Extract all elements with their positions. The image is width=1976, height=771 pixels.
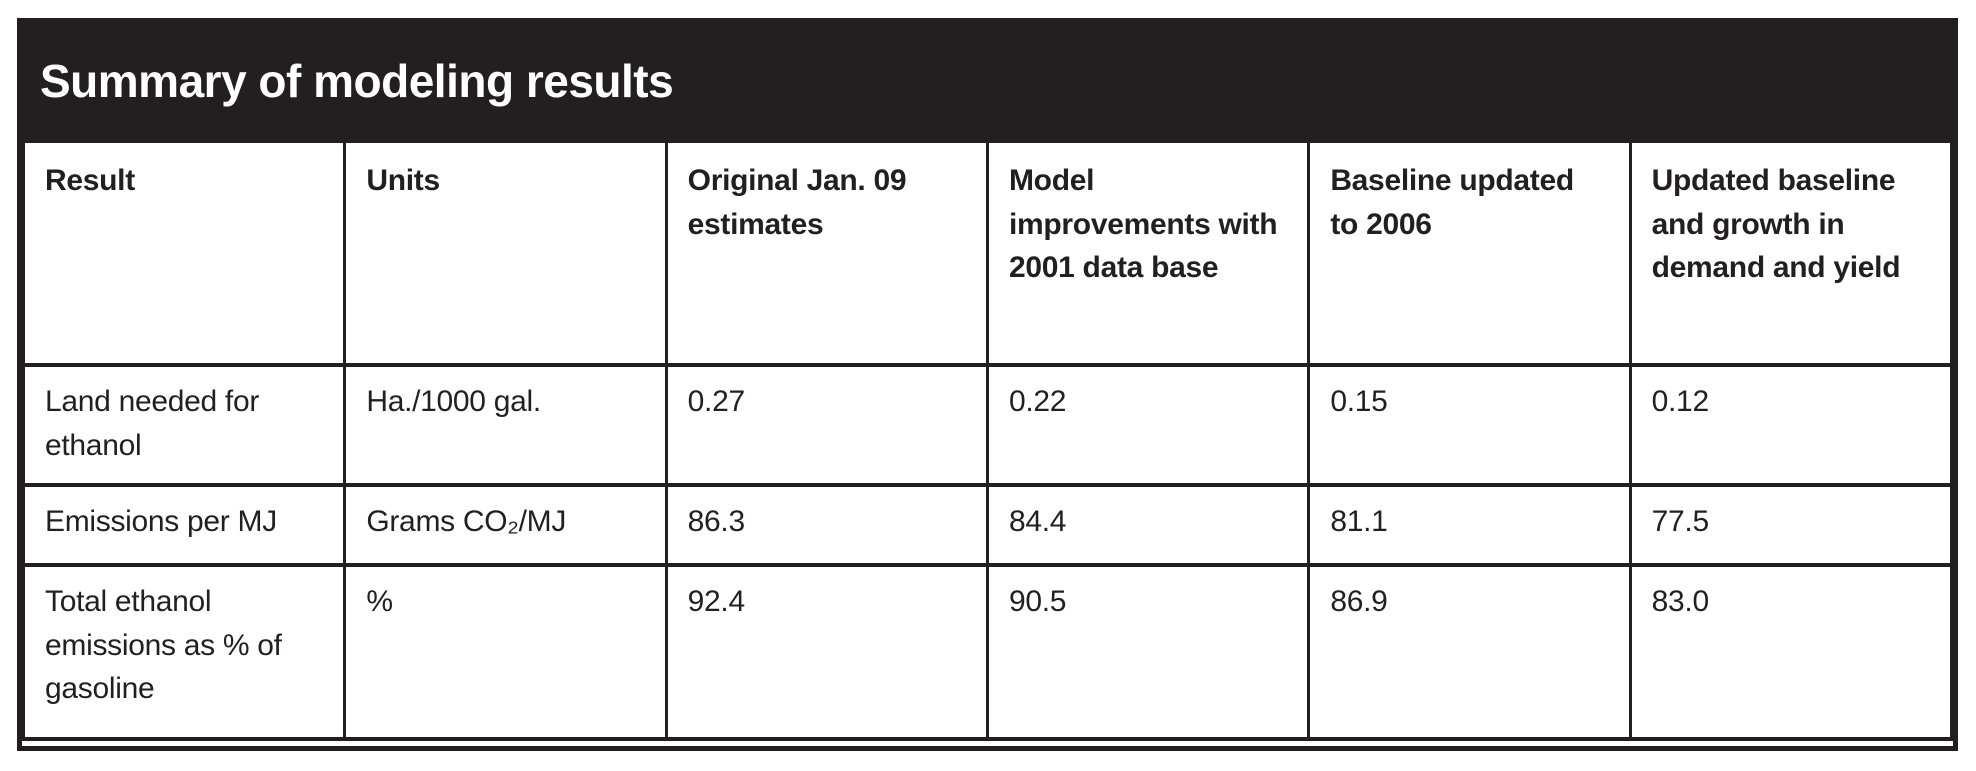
table-title: Summary of modeling results: [40, 55, 674, 107]
col-header-result: Result: [21, 139, 347, 367]
cell-value: 0.15: [1307, 363, 1632, 487]
cell-value: 84.4: [985, 483, 1311, 567]
cell-result: Land needed for ethanol: [21, 363, 347, 487]
header-row: Result Units Original Jan. 09 estimates …: [21, 139, 1954, 367]
cell-value: 77.5: [1628, 483, 1954, 567]
cell-result: Total ethanol emissions as % of gasoline: [21, 563, 347, 741]
cell-value: 90.5: [985, 563, 1311, 741]
results-table: Result Units Original Jan. 09 estimates …: [21, 139, 1954, 741]
cell-value: 0.12: [1628, 363, 1954, 487]
col-header-units: Units: [343, 139, 668, 367]
table-row: Land needed for ethanol Ha./1000 gal. 0.…: [21, 363, 1954, 487]
cell-value: 0.27: [664, 363, 989, 487]
table-title-bar: Summary of modeling results: [22, 23, 1953, 139]
cell-value: 0.22: [985, 363, 1311, 487]
cell-units: Ha./1000 gal.: [343, 363, 668, 487]
cell-units: Grams CO₂/MJ: [343, 483, 668, 567]
table-row: Total ethanol emissions as % of gasoline…: [21, 563, 1954, 741]
cell-value: 83.0: [1628, 563, 1954, 741]
table-row: Emissions per MJ Grams CO₂/MJ 86.3 84.4 …: [21, 483, 1954, 567]
col-header-baseline-updated-2006: Baseline updated to 2006: [1307, 139, 1632, 367]
cell-value: 92.4: [664, 563, 989, 741]
col-header-original-jan-09-estimates: Original Jan. 09 estimates: [664, 139, 989, 367]
cell-result: Emissions per MJ: [21, 483, 347, 567]
cell-value: 86.3: [664, 483, 989, 567]
cell-units: %: [343, 563, 668, 741]
col-header-updated-baseline-growth: Updated baseline and growth in demand an…: [1628, 139, 1954, 367]
col-header-model-improvements: Model improvements with 2001 data base: [985, 139, 1311, 367]
summary-results-panel: Summary of modeling results Result Units…: [17, 18, 1958, 751]
cell-value: 86.9: [1307, 563, 1632, 741]
cell-value: 81.1: [1307, 483, 1632, 567]
